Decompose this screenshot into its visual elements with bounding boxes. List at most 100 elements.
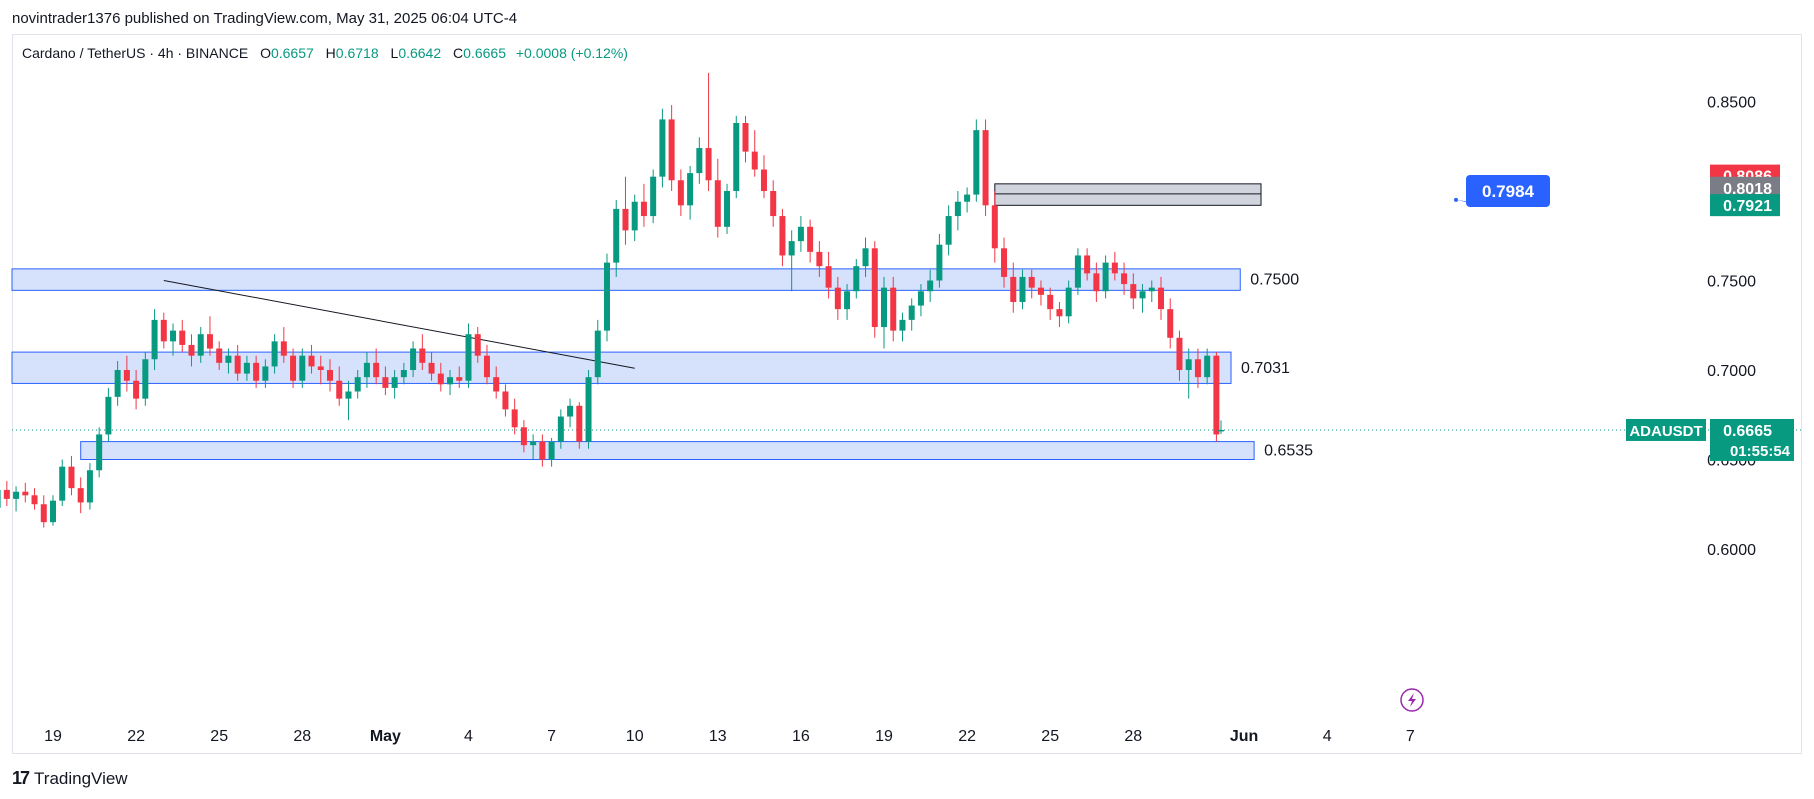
callout-anchor: [1454, 197, 1458, 202]
candle-body: [622, 208, 629, 231]
candle: [520, 420, 527, 453]
symbol-tag-label: ADAUSDT: [1629, 423, 1702, 440]
open-label: O: [260, 45, 271, 61]
candle-body: [206, 334, 213, 349]
candle: [243, 355, 250, 381]
candle-body: [770, 191, 777, 217]
candle: [1121, 262, 1128, 295]
x-tick-label: 19: [875, 728, 893, 745]
candle: [280, 327, 287, 363]
zone-label: 0.7031: [1241, 360, 1290, 377]
candle: [142, 352, 149, 406]
candle-body: [853, 266, 860, 292]
candle: [908, 298, 915, 331]
x-tick-label: 28: [1124, 728, 1142, 745]
x-tick-label: Jun: [1230, 728, 1258, 745]
candle-body: [290, 355, 297, 381]
candle-body: [68, 466, 75, 489]
candle: [677, 169, 684, 217]
candle-body: [197, 334, 204, 356]
candle-body: [557, 416, 564, 442]
candle: [1204, 348, 1211, 385]
close-value: 0.6665: [463, 45, 506, 61]
tradingview-footer: 17 TradingView: [12, 768, 128, 789]
candle-body: [170, 330, 177, 342]
candle-body: [1010, 276, 1017, 302]
candle: [927, 269, 934, 302]
candle-body: [354, 377, 361, 392]
candle: [262, 359, 269, 388]
candle-body: [982, 130, 989, 206]
candle-body: [225, 355, 232, 363]
candle: [105, 387, 112, 442]
candle-body: [0, 489, 1, 508]
candle-body: [751, 151, 758, 170]
candle-body: [336, 380, 343, 399]
candle: [1028, 269, 1035, 299]
close-label: C: [453, 45, 464, 61]
candle: [1111, 251, 1118, 281]
candle: [317, 355, 324, 385]
candle: [807, 219, 814, 263]
candles-group: [0, 72, 1225, 528]
candle: [225, 348, 232, 374]
candle: [391, 370, 398, 399]
candle: [96, 427, 103, 478]
candle-body: [539, 441, 546, 460]
candle: [779, 208, 786, 267]
candle: [123, 355, 130, 392]
candle: [539, 434, 546, 467]
candle: [1213, 352, 1220, 442]
candle: [1056, 301, 1063, 328]
candle-body: [13, 491, 20, 499]
candle-body: [862, 248, 869, 267]
candle-body: [1176, 337, 1183, 370]
candle-body: [1001, 248, 1008, 277]
candle-body: [1185, 359, 1192, 370]
candle-body: [834, 287, 841, 310]
x-tick-label: 4: [1323, 728, 1332, 745]
candle: [437, 362, 444, 392]
candle: [13, 486, 20, 512]
y-tick-label: 0.6000: [1707, 542, 1756, 559]
candle: [825, 251, 832, 299]
candle-body: [705, 148, 712, 181]
open-value: 0.6657: [270, 45, 314, 61]
candle-body: [594, 330, 601, 378]
x-tick-label: 4: [464, 728, 473, 745]
candle: [862, 237, 869, 277]
candle-body: [604, 262, 610, 331]
candle-body: [3, 489, 10, 499]
x-tick-label: May: [370, 728, 401, 745]
candle: [1010, 262, 1017, 313]
candle-body: [373, 362, 380, 378]
candle: [954, 191, 961, 231]
candle-body: [77, 488, 84, 503]
candle: [567, 398, 574, 428]
candle-body: [797, 226, 804, 242]
x-tick-label: 19: [44, 728, 62, 745]
candle: [945, 205, 952, 256]
candle: [1047, 287, 1054, 320]
publisher-line: novintrader1376 published on TradingView…: [12, 10, 518, 27]
tradingview-logo-icon: 17: [12, 768, 30, 788]
candle-body: [659, 119, 666, 177]
candle-body: [973, 130, 980, 195]
candle-body: [262, 366, 269, 381]
candle-body: [825, 266, 832, 288]
candle-body: [511, 409, 518, 428]
candle: [936, 233, 943, 288]
candle-body: [567, 405, 574, 417]
candle-body: [668, 119, 675, 181]
tradingview-brand[interactable]: TradingView: [34, 768, 128, 788]
candle: [1037, 280, 1044, 306]
candle-body: [964, 194, 971, 202]
support-resistance-zone: [80, 441, 1255, 461]
candle: [594, 319, 601, 385]
candle: [290, 348, 297, 388]
candle: [133, 370, 140, 410]
zone-label: 0.7500: [1250, 272, 1299, 289]
symbol-title[interactable]: Cardano / TetherUS · 4h · BINANCE: [22, 45, 249, 61]
candle-body: [114, 370, 121, 397]
